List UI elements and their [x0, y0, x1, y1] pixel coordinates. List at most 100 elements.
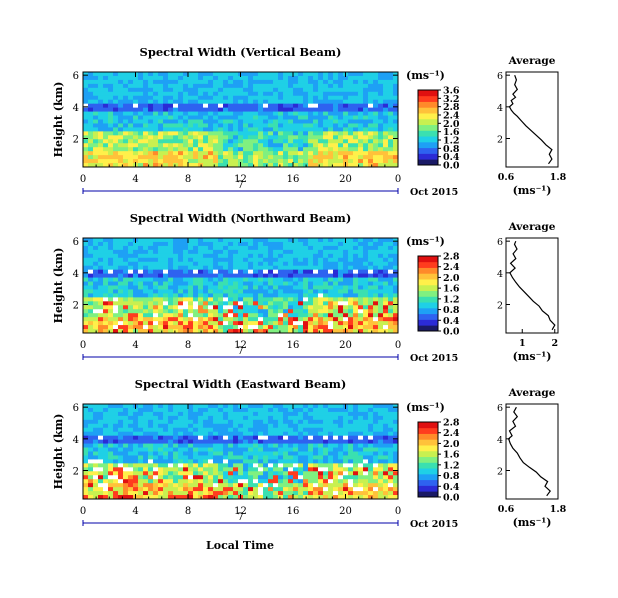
heatmap-cell — [313, 119, 319, 124]
heatmap-cell — [268, 404, 274, 409]
average-y-tick-label: 2 — [497, 301, 503, 312]
heatmap-cell — [278, 321, 284, 326]
heatmap-cell — [218, 79, 224, 85]
heatmap-cell — [348, 99, 354, 105]
heatmap-cell — [88, 277, 94, 282]
heatmap-cell — [103, 107, 109, 112]
heatmap-cell — [188, 455, 194, 460]
heatmap-cell — [188, 111, 194, 116]
heatmap-cell — [93, 265, 99, 271]
heatmap-cell — [263, 253, 269, 259]
heatmap-cell — [388, 415, 394, 421]
heatmap-cell — [128, 483, 134, 488]
heatmap-cell — [153, 423, 159, 429]
heatmap-cell — [388, 435, 394, 441]
heatmap-cell — [238, 111, 244, 116]
heatmap-cell — [103, 143, 109, 148]
heatmap-cell — [98, 293, 104, 298]
heatmap-cell — [173, 151, 179, 156]
heatmap-cell — [263, 305, 269, 310]
heatmap-cell — [188, 87, 194, 93]
heatmap-cell — [98, 463, 104, 468]
heatmap-cell — [203, 325, 209, 330]
heatmap-cell — [303, 305, 309, 310]
heatmap-cell — [308, 293, 314, 298]
heatmap-cell — [368, 471, 374, 476]
heatmap-cell — [263, 313, 269, 318]
heatmap-cell — [393, 439, 399, 444]
heatmap-cell — [248, 404, 254, 409]
heatmap-cell — [83, 467, 89, 472]
heatmap-cell — [253, 487, 259, 492]
heatmap-cell — [193, 451, 199, 456]
heatmap-cell — [218, 245, 224, 251]
heatmap-cell — [283, 443, 289, 448]
heatmap-cell — [233, 285, 239, 290]
heatmap-cell — [303, 135, 309, 140]
heatmap-cell — [288, 163, 294, 168]
heatmap-cell — [383, 305, 389, 310]
heatmap-cell — [228, 143, 234, 148]
heatmap-cell — [83, 147, 89, 152]
heatmap-cell — [203, 317, 209, 322]
heatmap-cell — [378, 317, 384, 322]
heatmap-cell — [383, 297, 389, 302]
heatmap-cell — [258, 115, 264, 120]
heatmap-cell — [183, 87, 189, 93]
heatmap-cell — [143, 431, 149, 437]
heatmap-cell — [118, 115, 124, 120]
heatmap-cell — [358, 265, 364, 271]
heatmap-cell — [298, 495, 304, 500]
heatmap-cell — [223, 269, 229, 275]
heatmap-cell — [188, 479, 194, 484]
heatmap-cell — [168, 83, 174, 89]
heatmap-cell — [193, 155, 199, 160]
heatmap-cell — [353, 163, 359, 168]
heatmap-cell — [103, 91, 109, 97]
x-tick-label: 0 — [395, 340, 401, 351]
heatmap-cell — [103, 72, 109, 77]
heatmap-cell — [178, 475, 184, 480]
heatmap-cell — [348, 151, 354, 156]
heatmap-cell — [153, 495, 159, 500]
heatmap-cell — [288, 127, 294, 132]
heatmap-cell — [368, 415, 374, 421]
heatmap-cell — [368, 491, 374, 496]
heatmap-cell — [228, 487, 234, 492]
heatmap-cell — [213, 285, 219, 290]
heatmap-cell — [313, 443, 319, 448]
heatmap-cell — [143, 415, 149, 421]
heatmap-cell — [343, 159, 349, 164]
heatmap-cell — [303, 467, 309, 472]
heatmap-cell — [298, 281, 304, 286]
heatmap-cell — [258, 329, 264, 334]
heatmap-cell — [378, 131, 384, 136]
heatmap-cell — [223, 435, 229, 441]
heatmap-cell — [208, 253, 214, 259]
heatmap-cell — [323, 431, 329, 437]
heatmap-cell — [163, 72, 169, 77]
heatmap-cell — [298, 253, 304, 259]
heatmap-cell — [188, 241, 194, 247]
heatmap-cell — [343, 483, 349, 488]
heatmap-cell — [193, 265, 199, 271]
heatmap-cell — [193, 123, 199, 128]
heatmap-cell — [383, 91, 389, 97]
heatmap-cell — [323, 471, 329, 476]
heatmap-cell — [348, 135, 354, 140]
heatmap-cell — [323, 115, 329, 120]
heatmap-cell — [178, 313, 184, 318]
heatmap-cell — [358, 123, 364, 128]
heatmap-cell — [153, 431, 159, 437]
heatmap-cell — [193, 95, 199, 101]
heatmap-cell — [93, 257, 99, 263]
heatmap-cell — [363, 139, 369, 144]
heatmap-cell — [113, 411, 119, 417]
heatmap-cell — [338, 277, 344, 282]
heatmap-cell — [238, 277, 244, 282]
heatmap-cell — [193, 459, 199, 464]
heatmap-cell — [113, 281, 119, 286]
heatmap-cell — [288, 439, 294, 444]
heatmap-cell — [133, 281, 139, 286]
heatmap-cell — [243, 411, 249, 417]
